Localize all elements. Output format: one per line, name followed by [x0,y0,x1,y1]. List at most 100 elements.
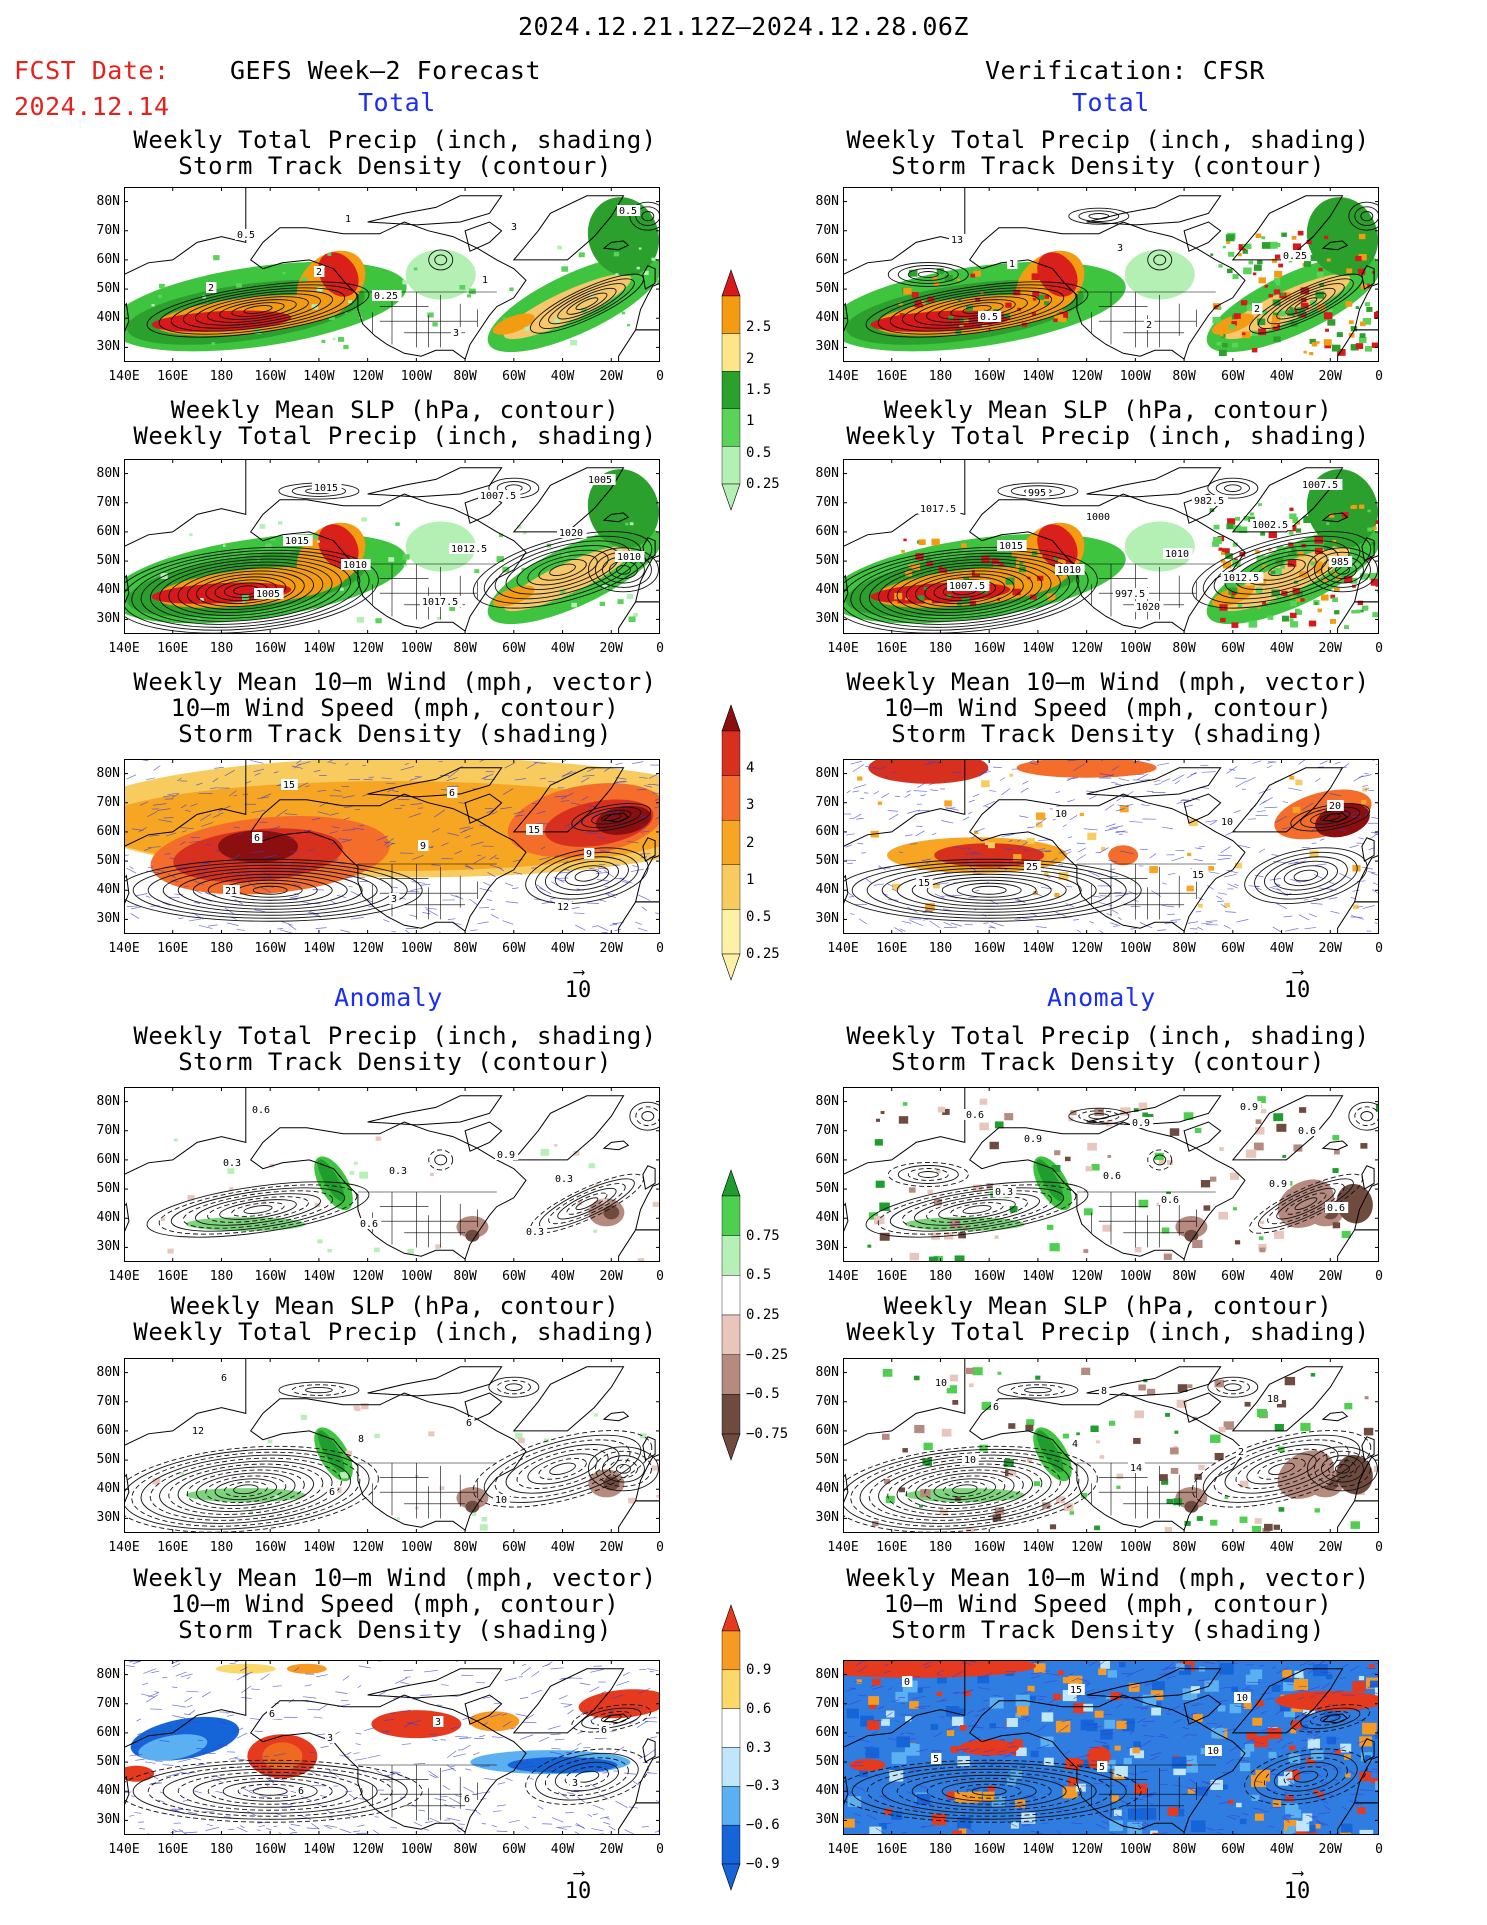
lon-label: 80W [1172,1842,1196,1857]
lon-label: 140E [827,1269,859,1284]
vector-ref-obs-total: ⟶ 10 [1283,962,1311,1004]
contour-label: 0.9 [497,1150,515,1161]
lon-label: 80W [1172,1540,1196,1555]
lat-label: 30N [96,911,120,927]
contour-label-bg [1325,1202,1349,1213]
lon-label: 120W [1070,1540,1103,1555]
contour-label: 10 [1236,1693,1248,1704]
contour-label: 997.5 [1115,589,1145,600]
contour-label-bg [1084,511,1114,522]
contour-label: 0.6 [1327,1203,1345,1214]
contour-label: 5 [1099,1762,1105,1773]
lon-label: 180 [209,641,234,656]
lon-label: 100W [400,1269,433,1284]
lat-label: 60N [815,1724,839,1740]
lon-label: 140W [1022,641,1054,656]
lat-label: 40N [815,882,839,898]
lon-label: 160E [876,641,908,656]
lat-label: 70N [815,222,839,238]
map-obs-anom-wind: 5 10 5 15 10 0 80N 70N 60N 50N 40N 30N 140E 160E 180 16… [816,1660,1383,1857]
contour-label-bg [586,474,616,485]
lon-label: 180 [928,941,953,956]
colorbar-swatches [721,1169,741,1461]
contour-label: 995 [1028,488,1046,499]
contour-label-bg [1300,479,1343,490]
contour-label-bg [1113,588,1149,599]
colorbar-tick-label: −0.75 [746,1426,789,1442]
lon-label: 0 [656,1540,664,1555]
map-fcst-anom-slp: 6 8 10 12 6 6 80N 70N 60N 50N 40N 30N 140E 160E 180 160… [97,1358,664,1555]
contour-label: 12 [192,1426,204,1437]
contour-label: 13 [951,235,963,246]
contour-label-bg [314,266,325,277]
lon-label: 100W [400,941,433,956]
lat-label: 50N [815,281,839,297]
contour-label-bg [931,1753,942,1764]
lon-label: 120W [1070,1842,1103,1857]
contour-label: 0.3 [223,1158,241,1169]
lat-label: 60N [815,823,839,839]
lat-label: 70N [815,1695,839,1711]
title-fcst-total-precip: Weekly Total Precip (inch, shading) Stor… [133,126,657,180]
lat-label: 80N [96,1364,120,1380]
contour-label: 4 [1072,1439,1078,1450]
contour-label-bg [221,1157,245,1168]
lon-label: 160E [157,941,189,956]
contour-label-bg [1234,1692,1251,1703]
vector-ref-obs-anom: ⟶ 10 [1283,1863,1311,1905]
contour-label: 3 [1117,243,1123,254]
lat-label: 80N [96,465,120,481]
contour-label-bg [1236,1446,1247,1457]
lat-label: 60N [96,1151,120,1167]
lon-label: 0 [1375,1540,1383,1555]
contour-label-bg [615,551,645,562]
contour-label: 2 [208,283,214,294]
contour-label: 1007.5 [949,581,985,592]
contour-label-bg [1192,495,1228,506]
contour-label-bg [997,540,1027,551]
lat-label: 70N [815,794,839,810]
contour-label-bg [267,1708,278,1719]
contour-label: 0.25 [1283,251,1307,262]
contour-label-bg [599,1724,610,1735]
lon-label: 160E [876,369,908,384]
lon-label: 100W [400,369,433,384]
lon-label: 160E [157,1269,189,1284]
contour-label-bg [1070,1438,1081,1449]
lat-label: 50N [815,553,839,569]
lon-label: 140W [303,641,335,656]
lon-label: 80W [1172,369,1196,384]
map-fcst-anom-wind: 3 6 6 6 3 3 6 80N 70N 60N 50N 40N 30N 140E 160E 180 160W… [97,1660,664,1857]
contour-label-bg [1101,1170,1125,1181]
contour-label-bg [570,1777,581,1788]
contour-label: 0.25 [374,291,398,302]
lon-label: 160W [254,369,286,384]
contour-label: 6 [466,1418,472,1429]
contour-label: 1012.5 [451,544,487,555]
map-obs-total-slp: 997.5 1002.5 1007.5 1000 1012.5 1017.5 1010 982… [816,459,1383,656]
contour-label: 0.6 [1298,1126,1316,1137]
contour-label-bg [1099,1385,1110,1396]
contour-label: 2 [1146,320,1152,331]
colorbar-tick-label: 1 [746,871,755,888]
lon-label: 140E [827,941,859,956]
contour-label: 6 [601,1725,607,1736]
lon-label: 160W [973,941,1005,956]
contour-label-bg [584,848,595,859]
lat-label: 70N [96,494,120,510]
colorbar-tick-label: 1 [746,413,755,430]
contour-label: 0.6 [360,1219,378,1230]
contour-label-bg [557,527,587,538]
contour-label: 5 [933,1754,939,1765]
contour-label-bg [223,885,240,896]
lon-label: 180 [209,1269,234,1284]
left-model-title: GEFS Week–2 Forecast [230,56,542,85]
lon-label: 140W [1022,1540,1054,1555]
lon-label: 0 [1375,1842,1383,1857]
contour-label-bg [1221,572,1264,583]
lat-label: 60N [815,1422,839,1438]
contour-label: 6 [269,1709,275,1720]
contour-label-bg [387,1165,411,1176]
colorbar-tick-label: 3 [746,797,755,814]
lat-label: 70N [96,222,120,238]
